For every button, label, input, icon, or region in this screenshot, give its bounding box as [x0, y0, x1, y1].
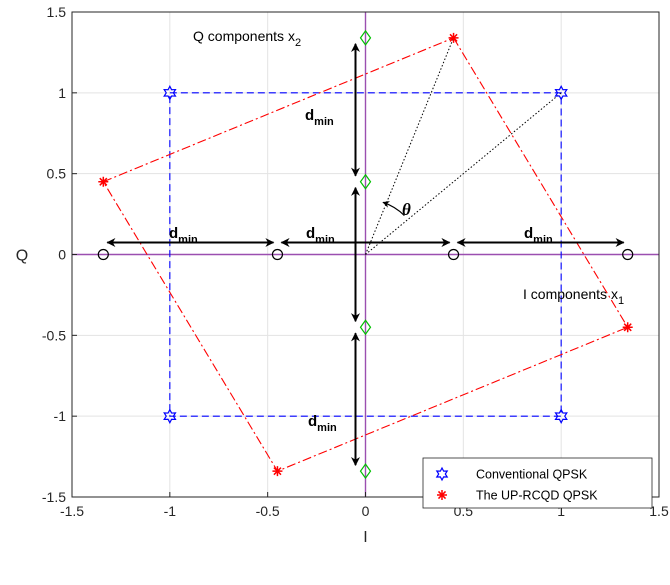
asterisk-marker	[272, 466, 283, 477]
i-components-annotation: I components x1	[523, 286, 624, 307]
markers	[97, 29, 634, 480]
legend-label-up-rcqd: The UP-RCQD QPSK	[476, 489, 598, 503]
legend-label-conventional: Conventional QPSK	[476, 468, 588, 482]
theta-label: θ	[402, 200, 411, 219]
asterisk-marker	[437, 490, 447, 500]
dmin-label: dmin	[305, 107, 334, 128]
y-tick-label: 1	[58, 85, 66, 101]
original-ray	[365, 92, 562, 255]
hexagram-marker	[163, 408, 177, 424]
y-tick-label: 1.5	[47, 4, 67, 20]
dmin-labels: dmin dmin dmin dmin dmin	[169, 107, 553, 434]
y-axis-label: Q	[16, 248, 28, 265]
x-tick-label: 1	[557, 503, 565, 519]
asterisk-marker	[448, 32, 459, 43]
dmin-label: dmin	[169, 225, 198, 246]
theta-arc	[382, 201, 405, 217]
i-component-circle	[97, 248, 109, 261]
hexagram-marker	[163, 85, 177, 101]
x-tick-label: -1.5	[60, 503, 84, 519]
y-tick-label: -0.5	[42, 327, 66, 343]
hexagram-marker	[435, 466, 449, 482]
q-component-diamond	[359, 29, 372, 46]
i-component-circle	[271, 248, 284, 261]
q-components-annotation: Q components x2	[193, 28, 301, 49]
dmin-label: dmin	[308, 413, 337, 434]
rotated-ray	[365, 37, 455, 255]
y-tick-label: -1.5	[42, 489, 66, 505]
legend: Conventional QPSK The UP-RCQD QPSK	[422, 457, 653, 509]
x-tick-label: -1	[164, 503, 177, 519]
dmin-arrows	[106, 42, 625, 467]
i-component-circle	[447, 248, 460, 261]
hexagram-marker	[554, 408, 568, 424]
i-component-circle	[622, 248, 634, 261]
dmin-label: dmin	[524, 225, 553, 246]
legend-box	[422, 457, 653, 509]
asterisk-marker	[98, 176, 109, 187]
hexagram-marker	[554, 85, 568, 101]
y-tick-label: -1	[54, 408, 67, 424]
q-component-diamond	[359, 463, 372, 480]
y-tick-label: 0.5	[47, 166, 67, 182]
q-component-diamond	[359, 173, 372, 190]
x-tick-label: -0.5	[256, 503, 280, 519]
y-tick-label: 0	[58, 247, 66, 263]
asterisk-marker	[622, 322, 633, 333]
dmin-label: dmin	[306, 225, 335, 246]
x-tick-label: 0	[362, 503, 370, 519]
q-component-diamond	[359, 319, 372, 336]
x-tick-label: 1.5	[649, 503, 669, 519]
conventional-qpsk-outline	[169, 92, 562, 417]
x-axis-label: I	[363, 529, 367, 546]
